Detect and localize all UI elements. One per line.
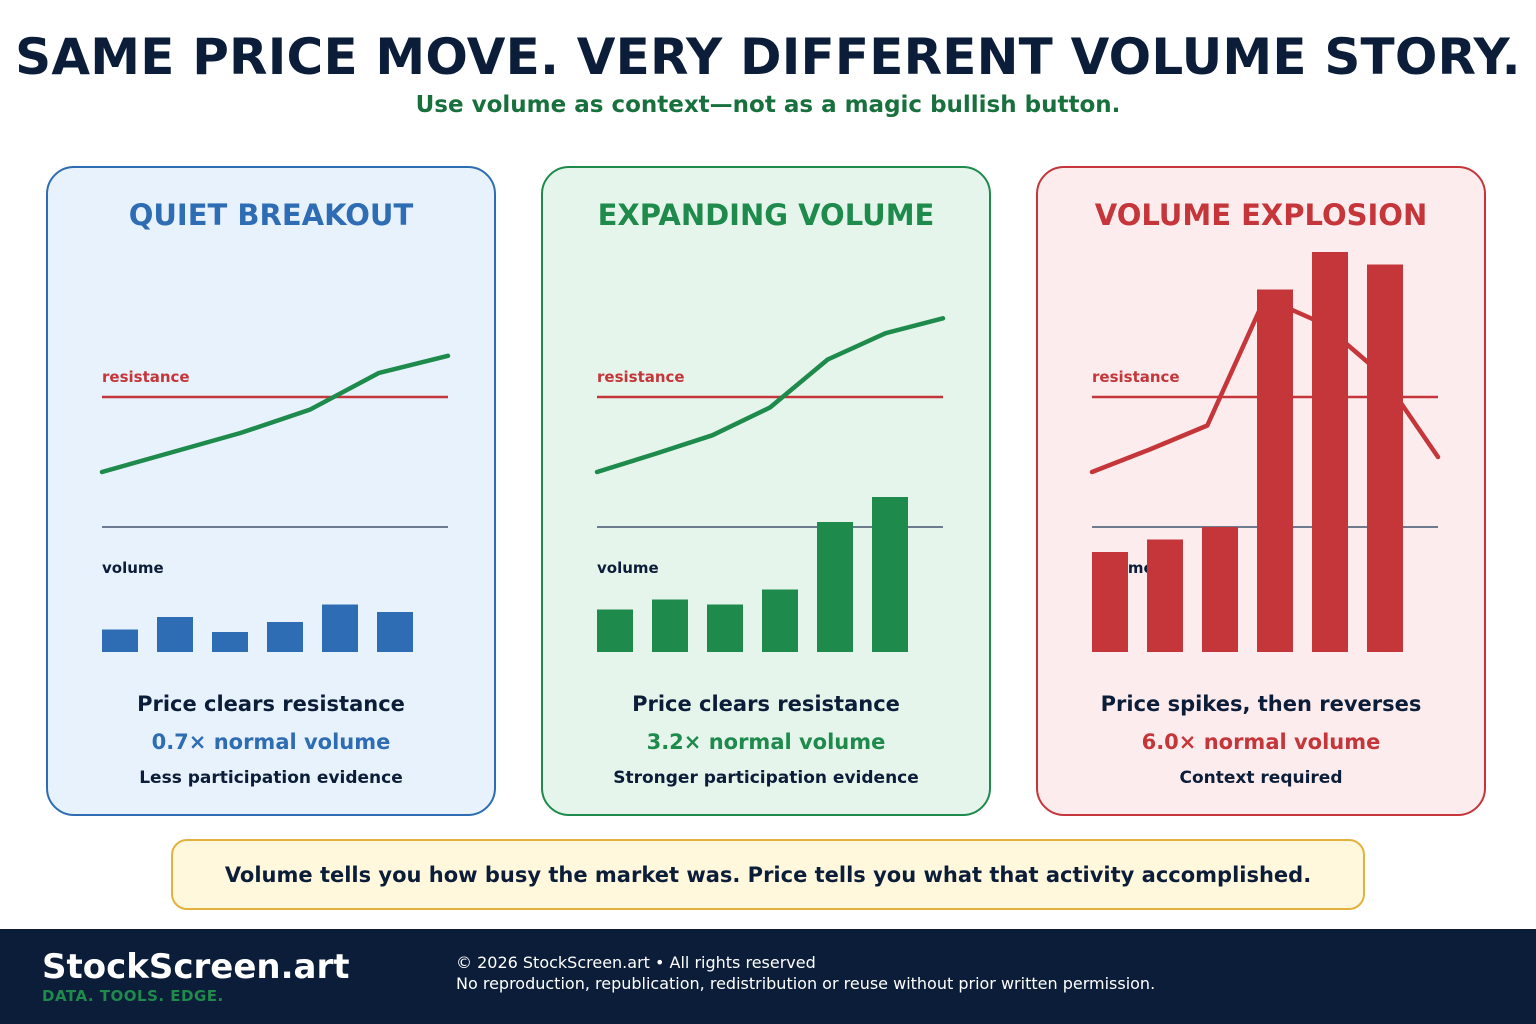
panel-caption: Price clears resistance <box>137 692 405 716</box>
callout-text: Volume tells you how busy the market was… <box>224 862 1312 887</box>
volume-bar <box>157 617 193 652</box>
panel-volume-text: 3.2× normal volume <box>646 730 886 754</box>
volume-bar <box>377 612 413 652</box>
panel-note: Context required <box>1179 768 1343 788</box>
volume-bar <box>322 604 358 652</box>
volume-bar <box>1257 289 1293 652</box>
volume-bar <box>1202 527 1238 652</box>
volume-bar <box>1147 539 1183 652</box>
volume-label: volume <box>597 559 659 577</box>
panel-note: Less participation evidence <box>139 768 403 788</box>
volume-bar <box>212 632 248 652</box>
panel-title: QUIET BREAKOUT <box>128 198 414 232</box>
resistance-label: resistance <box>1092 368 1180 386</box>
panel-caption: Price clears resistance <box>632 692 900 716</box>
volume-bar <box>762 589 798 652</box>
volume-bar <box>707 604 743 652</box>
chart-quiet-breakout: resistance volume <box>99 353 451 652</box>
resistance-label: resistance <box>102 368 190 386</box>
panel-expanding-volume: EXPANDING VOLUME resistance volume Price … <box>541 166 991 816</box>
volume-bar <box>102 629 138 652</box>
chart-expanding-volume: resistance volume <box>594 316 946 652</box>
volume-bar <box>597 609 633 652</box>
brand-name: StockScreen.art <box>42 947 350 987</box>
page-subtitle: Use volume as context—not as a magic bul… <box>415 92 1121 118</box>
footer: StockScreen.art DATA. TOOLS. EDGE. © 202… <box>0 929 1536 1024</box>
volume-label: volume <box>102 559 164 577</box>
callout-box: Volume tells you how busy the market was… <box>171 839 1365 910</box>
volume-bar <box>1367 264 1403 652</box>
volume-bar <box>652 599 688 652</box>
panel-volume-text: 6.0× normal volume <box>1141 730 1381 754</box>
reuse-notice: No reproduction, republication, redistri… <box>456 974 1156 993</box>
volume-bar <box>1312 252 1348 652</box>
page-title: SAME PRICE MOVE. VERY DIFFERENT VOLUME S… <box>15 28 1521 86</box>
brand-tagline: DATA. TOOLS. EDGE. <box>42 987 224 1005</box>
price-line <box>594 316 946 475</box>
volume-bar <box>1092 552 1128 652</box>
panel-volume-text: 0.7× normal volume <box>151 730 391 754</box>
volume-bar <box>872 497 908 652</box>
panel-quiet-breakout: QUIET BREAKOUT resistance volume Price cl… <box>46 166 496 816</box>
price-line <box>99 353 451 475</box>
panel-title: EXPANDING VOLUME <box>597 198 935 232</box>
volume-bar <box>817 522 853 652</box>
panel-title: VOLUME EXPLOSION <box>1094 198 1428 232</box>
resistance-label: resistance <box>597 368 685 386</box>
copyright-text: © 2026 StockScreen.art • All rights rese… <box>456 953 816 972</box>
panel-note: Stronger participation evidence <box>613 768 919 788</box>
panel-caption: Price spikes, then reverses <box>1100 692 1422 716</box>
volume-bar <box>267 622 303 652</box>
